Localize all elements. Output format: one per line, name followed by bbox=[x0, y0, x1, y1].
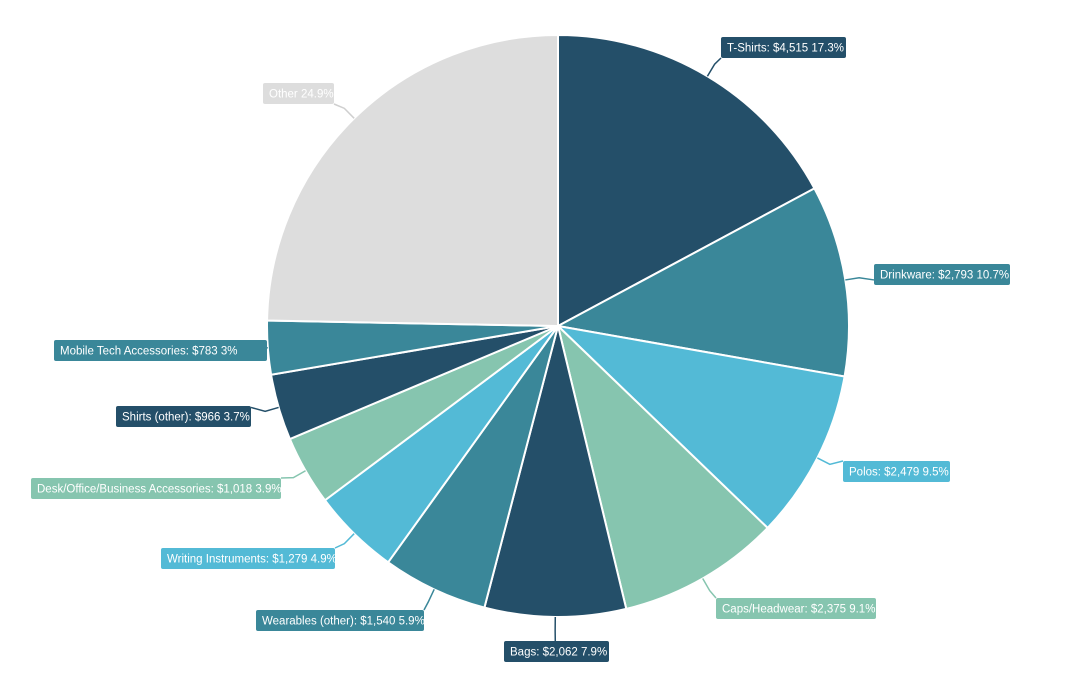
slice-label: Other 24.9% bbox=[263, 83, 334, 104]
slice-label-box bbox=[31, 478, 281, 499]
slice-label: Mobile Tech Accessories: $783 3% bbox=[54, 340, 267, 361]
slice-label: Desk/Office/Business Accessories: $1,018… bbox=[31, 478, 282, 499]
slice-label-text: Shirts (other): $966 3.7% bbox=[122, 412, 250, 424]
pie-slice-polos[interactable] bbox=[554, 324, 846, 530]
leader-line bbox=[845, 276, 875, 281]
slice-label-text: Bags: $2,062 7.9% bbox=[510, 647, 607, 659]
leader-line bbox=[280, 470, 306, 479]
leader-lines bbox=[250, 57, 875, 642]
leader-line bbox=[706, 57, 722, 77]
slice-label: Shirts (other): $966 3.7% bbox=[116, 406, 251, 427]
slice-label-text: Other 24.9% bbox=[269, 89, 334, 101]
leader-line bbox=[423, 589, 435, 611]
slice-label-box bbox=[716, 598, 876, 619]
slice-label-text: Drinkware: $2,793 10.7% bbox=[880, 270, 1009, 282]
slice-label: Drinkware: $2,793 10.7% bbox=[874, 264, 1010, 285]
slice-label: Caps/Headwear: $2,375 9.1% bbox=[716, 598, 876, 619]
slice-label-box bbox=[504, 641, 609, 662]
pie-slice-drinkware[interactable] bbox=[554, 187, 850, 378]
slice-label-box bbox=[843, 461, 950, 482]
slice-label-box bbox=[874, 264, 1010, 285]
pie-slices bbox=[266, 33, 850, 618]
leader-line bbox=[817, 457, 844, 466]
slice-label-text: T-Shirts: $4,515 17.3% bbox=[727, 43, 844, 55]
slice-label-text: Polos: $2,479 9.5% bbox=[849, 467, 949, 479]
slice-label: Wearables (other): $1,540 5.9% bbox=[256, 610, 425, 631]
pie-slice-t-shirts[interactable] bbox=[557, 33, 816, 328]
leader-line bbox=[333, 103, 355, 119]
slice-label-text: Mobile Tech Accessories: $783 3% bbox=[60, 346, 238, 358]
slice-label-box bbox=[116, 406, 251, 427]
slice-labels: T-Shirts: $4,515 17.3% Drinkware: $2,793 … bbox=[31, 37, 1010, 662]
slice-label-text: Desk/Office/Business Accessories: $1,018… bbox=[37, 484, 282, 496]
slice-label-text: Writing Instruments: $1,279 4.9% bbox=[167, 554, 337, 566]
slice-label-text: Caps/Headwear: $2,375 9.1% bbox=[722, 604, 875, 616]
pie-slice-bags[interactable] bbox=[483, 325, 628, 618]
slice-label: Bags: $2,062 7.9% bbox=[504, 641, 609, 662]
slice-label-box bbox=[721, 37, 846, 58]
slice-label-box bbox=[263, 83, 334, 104]
leader-line bbox=[334, 533, 355, 549]
slice-label: Polos: $2,479 9.5% bbox=[843, 461, 950, 482]
leader-line bbox=[702, 578, 717, 599]
slice-label-box bbox=[256, 610, 424, 631]
slice-label-box bbox=[161, 548, 335, 569]
slice-label: Writing Instruments: $1,279 4.9% bbox=[161, 548, 337, 569]
slice-label-box bbox=[54, 340, 267, 361]
pie-slice-other[interactable] bbox=[266, 33, 559, 328]
slice-label: T-Shirts: $4,515 17.3% bbox=[721, 37, 846, 58]
slice-label-text: Wearables (other): $1,540 5.9% bbox=[262, 616, 425, 628]
leader-line bbox=[250, 406, 279, 413]
